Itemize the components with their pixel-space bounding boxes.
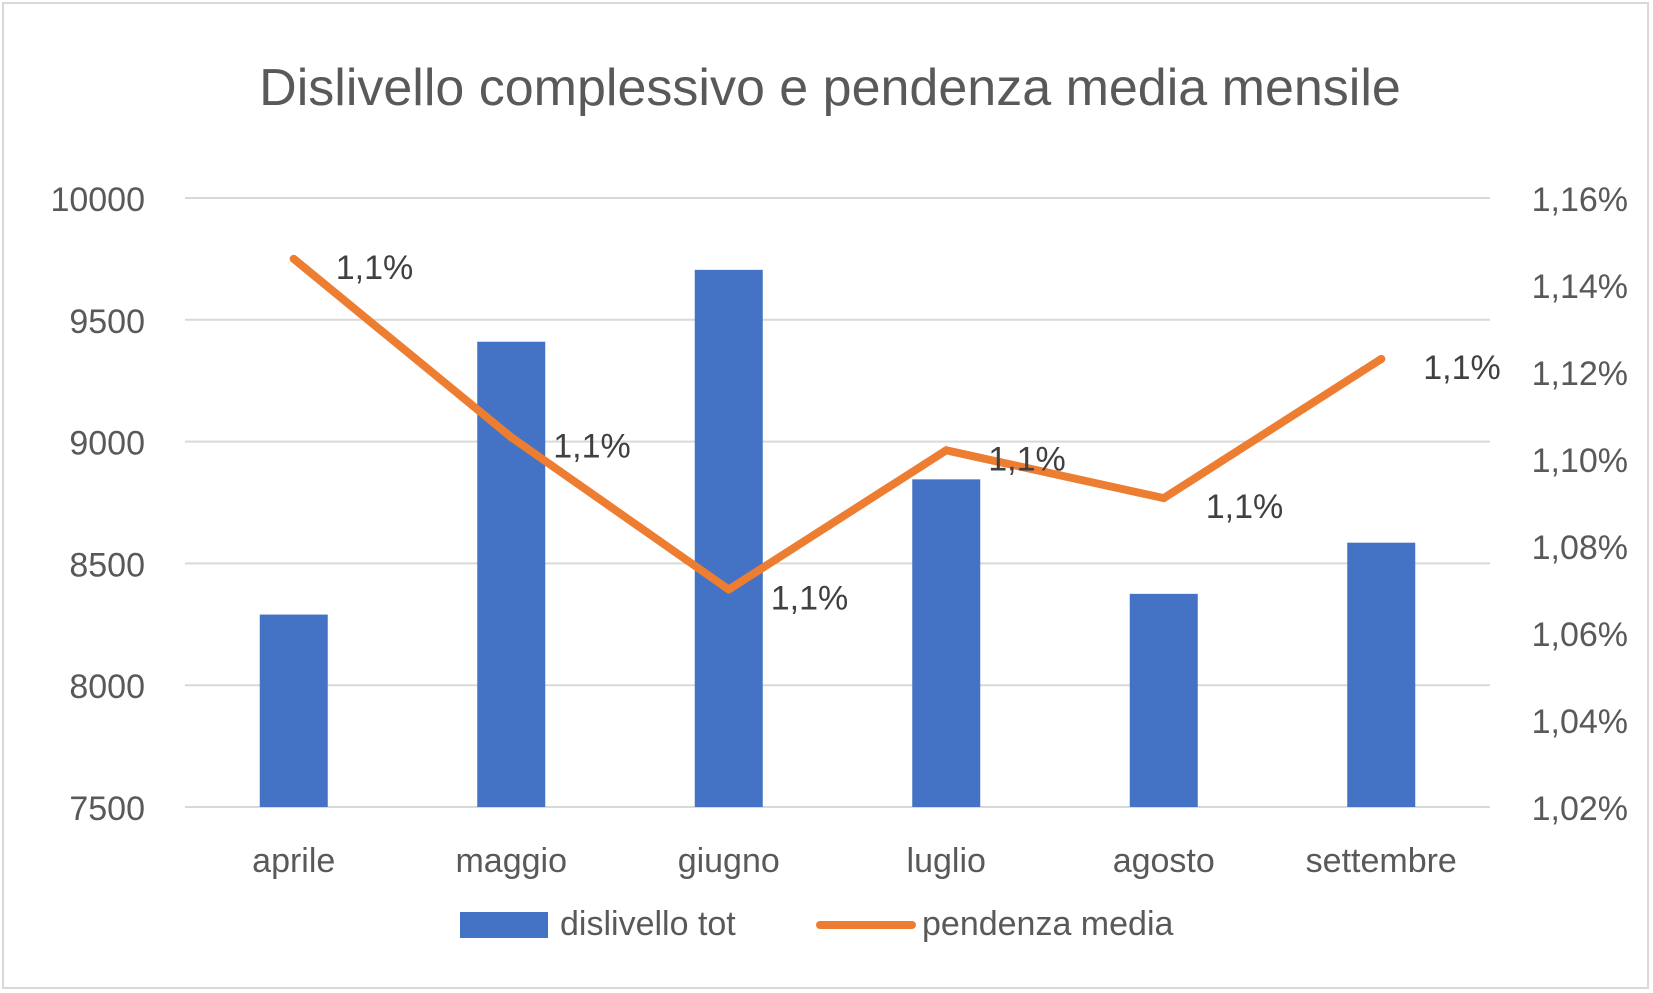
right-tick-label: 1,12% [1532, 355, 1628, 393]
right-tick-label: 1,14% [1532, 268, 1628, 306]
pendenza-point [724, 585, 733, 594]
pendenza-line [289, 254, 1386, 594]
pendenza-data-label: 1,1% [553, 427, 631, 465]
pendenza-point [942, 446, 951, 455]
bar-settembre [1347, 542, 1416, 807]
right-y-axis: 1,02% 1,04% 1,06% 1,08% 1,10% 1,12% 1,14% 1,16% [1532, 181, 1628, 828]
x-tick-label: luglio [907, 842, 986, 880]
x-tick-label: maggio [455, 842, 567, 880]
bar-luglio [912, 479, 981, 807]
pendenza-point [289, 254, 298, 263]
line-series: 1,1% 1,1% 1,1% 1,1% 1,1% 1,1% [289, 249, 1501, 618]
pendenza-data-label: 1,1% [771, 580, 849, 618]
bar-aprile [259, 614, 328, 807]
pendenza-point [507, 433, 516, 442]
x-axis: aprile maggio giugno luglio agosto settembre [252, 842, 1457, 880]
right-tick-label: 1,08% [1532, 529, 1628, 567]
left-y-axis: 7500 8000 8500 9000 9500 10000 [50, 181, 145, 828]
gridlines [185, 197, 1490, 808]
bar-maggio [477, 341, 546, 807]
pendenza-data-label: 1,1% [988, 440, 1066, 478]
left-tick-label: 9000 [69, 425, 145, 463]
x-tick-label: agosto [1113, 842, 1215, 880]
right-tick-label: 1,06% [1532, 616, 1628, 654]
left-tick-label: 10000 [50, 181, 145, 219]
x-tick-label: aprile [252, 842, 335, 880]
right-tick-label: 1,10% [1532, 442, 1628, 480]
pendenza-data-label: 1,1% [1423, 349, 1501, 387]
pendenza-point [1159, 494, 1168, 503]
x-tick-label: settembre [1306, 842, 1457, 880]
legend-swatch-dislivello [460, 912, 548, 938]
pendenza-point [1377, 354, 1386, 363]
bar-giugno [694, 269, 763, 807]
chart-title: Dislivello complessivo e pendenza media … [259, 59, 1401, 117]
left-tick-label: 8000 [69, 668, 145, 706]
left-tick-label: 7500 [69, 790, 145, 828]
x-tick-label: giugno [678, 842, 780, 880]
bar-agosto [1129, 593, 1198, 807]
pendenza-data-label: 1,1% [336, 249, 414, 287]
bar-series [259, 269, 1416, 807]
legend-label-dislivello: dislivello tot [560, 905, 736, 943]
legend-label-pendenza: pendenza media [922, 905, 1174, 943]
right-tick-label: 1,04% [1532, 703, 1628, 741]
left-tick-label: 8500 [69, 546, 145, 584]
pendenza-data-label: 1,1% [1206, 488, 1284, 526]
left-tick-label: 9500 [69, 303, 145, 341]
right-tick-label: 1,16% [1532, 181, 1628, 219]
legend: dislivello tot pendenza media [460, 905, 1174, 943]
right-tick-label: 1,02% [1532, 790, 1628, 828]
